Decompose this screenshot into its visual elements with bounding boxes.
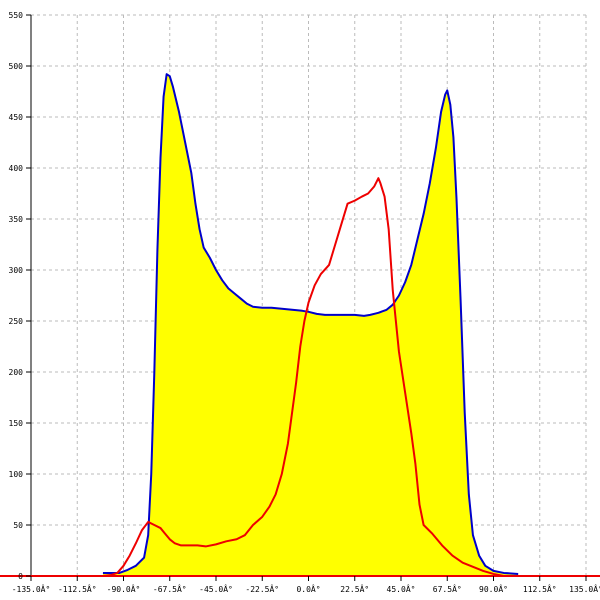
y-tick-label: 50 — [13, 521, 23, 530]
x-tick-label: -67.5Â° — [153, 583, 187, 594]
y-tick-label: 150 — [9, 419, 24, 428]
x-tick-label: -135.0Â° — [12, 583, 51, 594]
area-fills — [102, 74, 519, 576]
y-tick-label: 250 — [9, 317, 24, 326]
axes — [0, 15, 600, 577]
series-lines — [102, 73, 519, 577]
x-tick-label: 112.5Â° — [523, 583, 557, 594]
y-axis-ticks: 0 50 100 150 200 250 300 350 400 450 500 550 — [9, 11, 31, 581]
y-tick-label: 100 — [9, 470, 24, 479]
series-0-area — [102, 74, 519, 576]
y-tick-label: 550 — [9, 11, 24, 20]
x-tick-label: 0.0Â° — [296, 583, 320, 594]
y-tick-label: 200 — [9, 368, 24, 377]
series-0-line — [102, 73, 519, 575]
x-tick-label: -45.0Â° — [199, 583, 233, 594]
y-tick-label: 450 — [9, 113, 24, 122]
x-tick-label: -22.5Â° — [245, 583, 279, 594]
x-tick-label: -112.5Â° — [58, 583, 97, 594]
series-1-line — [102, 177, 515, 577]
x-tick-label: 135.0Â° — [569, 583, 600, 594]
y-tick-label: 400 — [9, 164, 24, 173]
x-tick-label: 67.5Â° — [433, 583, 462, 594]
x-tick-label: -90.0Â° — [107, 583, 141, 594]
y-tick-label: 500 — [9, 62, 24, 71]
y-tick-label: 300 — [9, 266, 24, 275]
x-tick-label: 22.5Â° — [340, 583, 369, 594]
y-tick-label: 0 — [18, 572, 23, 581]
y-tick-label: 350 — [9, 215, 24, 224]
x-tick-label: 90.0Â° — [479, 583, 508, 594]
x-axis-ticks: -135.0Â° -112.5Â° -90.0Â° -67.5Â° -45.0Â° -22… — [12, 576, 600, 594]
x-tick-label: 45.0Â° — [387, 583, 416, 594]
